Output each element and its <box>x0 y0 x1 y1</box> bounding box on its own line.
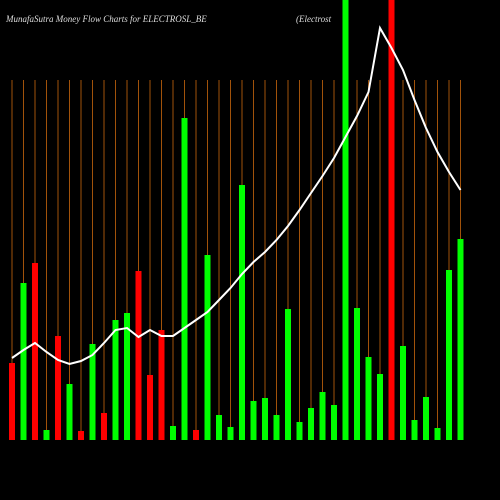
bar <box>296 422 303 440</box>
bar <box>434 428 441 440</box>
bar <box>32 263 38 440</box>
bar <box>89 344 96 440</box>
bar <box>446 270 452 440</box>
bar <box>227 427 234 440</box>
bar <box>124 313 130 440</box>
bar <box>170 426 176 440</box>
bar <box>331 405 337 440</box>
money-flow-line <box>11 25 462 366</box>
bar <box>239 185 245 440</box>
bar <box>411 420 418 440</box>
bar <box>457 239 464 440</box>
bar <box>308 408 314 440</box>
bar <box>78 431 84 440</box>
bar <box>365 357 372 440</box>
bar <box>193 430 199 440</box>
bar <box>9 363 15 440</box>
bar <box>20 283 27 440</box>
bar <box>147 375 153 440</box>
bar <box>43 430 50 440</box>
bar <box>273 415 280 440</box>
bar <box>354 308 360 440</box>
bar <box>204 255 211 440</box>
bar <box>66 384 73 440</box>
plot <box>9 0 464 440</box>
chart-title: MunafaSutra Money Flow Charts for ELECTR… <box>5 14 207 24</box>
bar <box>181 118 188 440</box>
bar <box>158 330 165 440</box>
bar <box>55 336 61 440</box>
bar <box>135 271 142 440</box>
bar <box>388 0 395 440</box>
bar <box>342 0 349 440</box>
bar <box>250 401 257 440</box>
bar <box>377 374 383 440</box>
bar <box>262 398 268 440</box>
chart-subtitle: (Electrost <box>296 14 332 24</box>
bar <box>400 346 406 440</box>
bar <box>319 392 326 440</box>
bar <box>285 309 291 440</box>
bar <box>216 415 222 440</box>
bar <box>423 397 429 440</box>
bar <box>101 413 107 440</box>
bar <box>112 320 119 440</box>
